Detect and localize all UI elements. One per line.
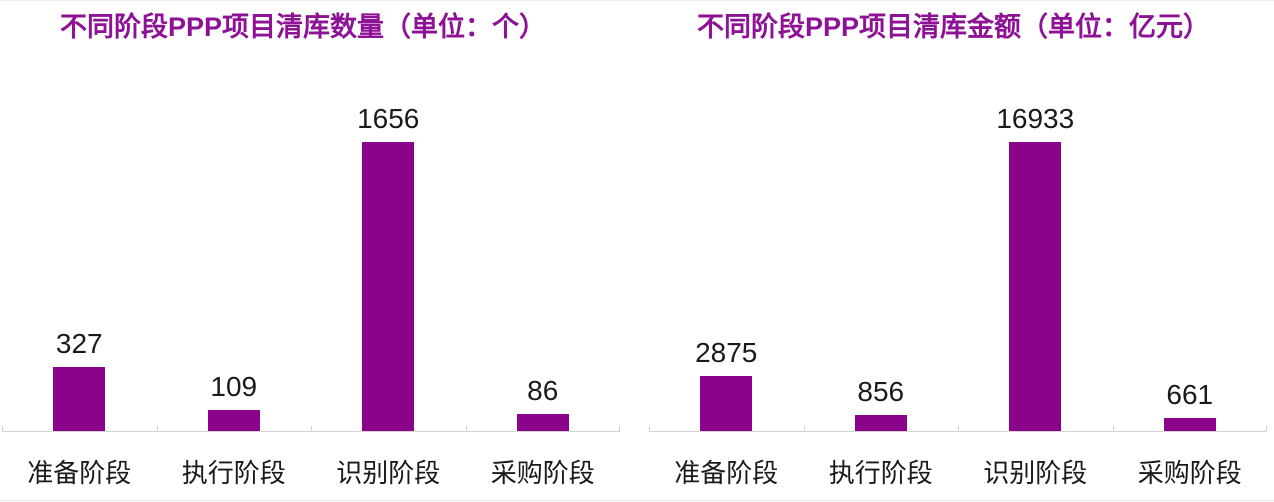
- axis-tick: [649, 426, 650, 432]
- bar-value-label: 16933: [996, 103, 1075, 134]
- bar-value-label: 327: [55, 328, 103, 359]
- bar-slot: 109: [157, 105, 312, 431]
- bar-value-label: 661: [1166, 379, 1214, 410]
- chart-title: 不同阶段PPP项目清库数量（单位：个）: [60, 12, 547, 42]
- axis-tick: [619, 426, 620, 432]
- bar: [1163, 418, 1216, 431]
- bar-value-label: 2875: [695, 337, 758, 368]
- axis-tick: [465, 426, 467, 432]
- category-label: 采购阶段: [1137, 458, 1242, 488]
- axis-tick: [1266, 426, 1267, 432]
- chart-ppp-amount: 不同阶段PPP项目清库金额（单位：亿元） 2875 856 16933 661 准备阶…: [637, 1, 1274, 502]
- bar: [854, 415, 907, 431]
- x-axis-line: [2, 426, 620, 432]
- axis-tick: [803, 426, 805, 432]
- bar: [362, 142, 415, 431]
- plot-area: 327 109 1656 86: [2, 105, 620, 431]
- x-axis-line: [649, 426, 1267, 432]
- category-label: 执行阶段: [828, 458, 933, 488]
- category-labels: 准备阶段 执行阶段 识别阶段 采购阶段: [649, 459, 1267, 488]
- bar: [207, 410, 260, 431]
- plot-area: 2875 856 16933 661: [649, 105, 1267, 431]
- bar-slot: 2875: [649, 105, 804, 431]
- chart-ppp-count: 不同阶段PPP项目清库数量（单位：个） 327 109 1656 86 准备阶段 执行阶…: [0, 1, 637, 502]
- bar-slot: 327: [2, 105, 157, 431]
- bar-slot: 661: [1113, 105, 1268, 431]
- category-label: 准备阶段: [674, 458, 779, 488]
- axis-tick: [311, 426, 312, 432]
- bar-slots: 327 109 1656 86: [2, 105, 620, 431]
- axis-tick: [156, 426, 158, 432]
- bar-slot: 856: [804, 105, 959, 431]
- axis-tick: [1112, 426, 1114, 432]
- category-label: 采购阶段: [490, 458, 595, 488]
- bar-slot: 16933: [958, 105, 1113, 431]
- chart-title: 不同阶段PPP项目清库金额（单位：亿元）: [697, 12, 1211, 42]
- bar-value-label: 86: [527, 375, 559, 406]
- bar: [53, 367, 106, 431]
- category-label: 准备阶段: [27, 458, 132, 488]
- bar: [516, 414, 569, 431]
- bar-slots: 2875 856 16933 661: [649, 105, 1267, 431]
- bar: [1009, 142, 1062, 431]
- bar-slot: 86: [466, 105, 621, 431]
- category-label: 识别阶段: [983, 458, 1088, 488]
- bar-value-label: 1656: [357, 103, 420, 134]
- bar-value-label: 109: [210, 371, 258, 402]
- bar: [700, 376, 753, 431]
- category-label: 识别阶段: [336, 458, 441, 488]
- category-label: 执行阶段: [181, 458, 286, 488]
- category-labels: 准备阶段 执行阶段 识别阶段 采购阶段: [2, 459, 620, 488]
- axis-tick: [958, 426, 959, 432]
- bar-slot: 1656: [311, 105, 466, 431]
- bar-value-label: 856: [857, 376, 905, 407]
- axis-tick: [2, 426, 3, 432]
